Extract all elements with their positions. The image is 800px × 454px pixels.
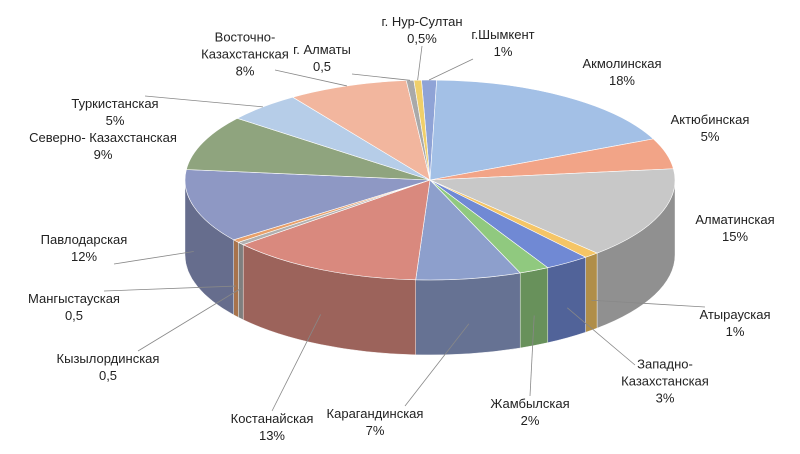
category-name: Западно- Казахстанская [621,356,709,389]
category-name: Алматинская [695,212,775,227]
category-name: Карагандинская [326,406,424,421]
data-label: Акмолинская 18% [582,55,661,89]
value-label: 0,5 [98,368,118,383]
value-label: 3% [655,390,675,406]
leader-line [103,285,237,292]
slice [429,168,676,254]
value-label: 0,5 [64,308,84,323]
category-name: Северно- Казахстанская [29,130,177,145]
data-label: Северно- Казахстанская 9% [29,129,177,163]
data-label: Кызылординская 0,5 [57,350,160,384]
category-name: Кызылординская [56,351,160,366]
leader-line [351,73,411,81]
leader-line [428,58,474,81]
category-name: Костанайская [230,411,314,426]
data-label: Западно- Казахстанская 3% [598,356,733,407]
value-label: 12% [70,249,98,264]
data-label: Туркистанская 5% [71,95,158,129]
value-label: 18% [608,73,636,88]
data-label: г.Шымкент 1% [471,26,534,60]
category-name: г. Алматы [293,42,351,57]
value-label: 13% [258,428,286,443]
category-name: Мангыстауская [28,291,120,306]
category-name: Жамбылская [490,396,570,411]
value-label: 5% [105,113,125,128]
leader-line [417,45,423,81]
value-label: 2% [520,413,540,428]
slice-side [585,252,598,333]
slice-side [238,241,244,321]
category-name: Павлодарская [40,232,128,247]
category-name: Акмолинская [582,56,662,71]
data-label: г. Нур-Султан 0,5% [381,13,462,47]
category-name: г.Шымкент [471,27,535,42]
slice-side [233,239,239,318]
category-name: г. Нур-Султан [381,14,463,29]
leader-line [144,95,263,108]
slice-side [547,256,586,343]
leader-line [529,315,535,397]
value-label: 5% [700,129,720,144]
data-label: г. Алматы 0,5 [293,41,351,75]
pie-sides [184,179,676,356]
slice [185,117,431,181]
data-label: Костанайская 13% [231,410,314,444]
slice [429,79,654,181]
data-label: Карагандинская 7% [327,405,424,439]
data-label: Атырауская 1% [699,306,770,340]
value-label: 1% [493,44,513,59]
slice [415,179,521,281]
value-label: 15% [721,229,749,244]
data-label: Восточно- Казахстанская 8% [185,29,305,80]
data-label: Актюбинская 5% [671,111,750,145]
category-name: Атырауская [699,307,771,322]
slice [184,169,431,241]
leader-line [274,69,348,87]
value-label: 7% [365,423,385,438]
data-label: Алматинская 15% [695,211,774,245]
category-name: Туркистанская [71,96,159,111]
value-label: 0,5 [312,59,332,74]
leader-line [271,314,321,412]
leader-line [404,323,470,407]
category-name: Восточно- Казахстанская [201,29,289,62]
slice-side [520,267,548,349]
leader-line [113,251,194,265]
data-label: Мангыстауская 0,5 [28,290,120,324]
leader-line [567,307,636,366]
pie-tops [184,79,676,281]
data-label: Жамбылская 2% [490,395,569,429]
value-label: 0,5% [407,31,437,46]
value-label: 9% [93,147,113,162]
slice-side [415,272,521,356]
leader-line [591,299,706,308]
data-label: Павлодарская 12% [41,231,128,265]
slice [291,80,431,181]
value-label: 8% [235,63,255,79]
value-label: 1% [725,324,745,339]
leader-lines [103,45,706,412]
leader-line [137,288,241,352]
slice [242,179,431,281]
category-name: Актюбинская [670,112,750,127]
